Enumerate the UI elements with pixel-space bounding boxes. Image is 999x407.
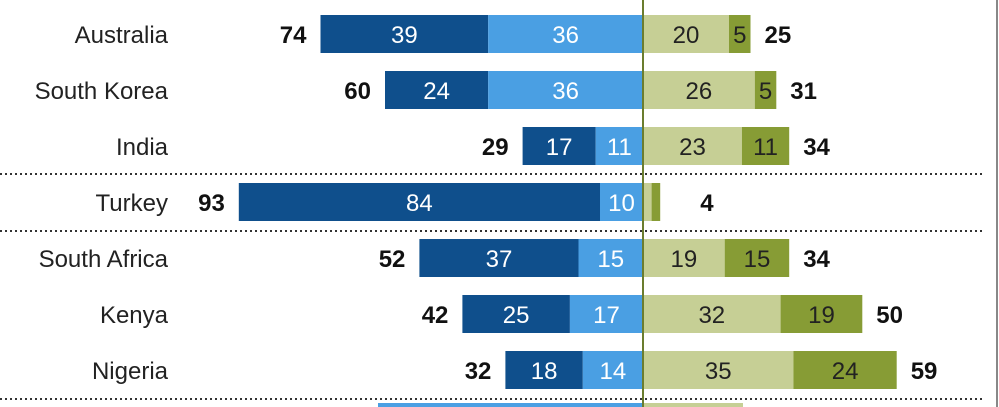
- data-label: 36: [552, 22, 579, 49]
- data-label: 11: [607, 134, 632, 161]
- bar-left-inner: [578, 239, 643, 277]
- left-total-label: 74: [280, 22, 307, 49]
- bar-right-inner: [643, 295, 781, 333]
- country-label: Turkey: [96, 190, 168, 217]
- bar-right-outer: [651, 183, 661, 221]
- country-label: India: [116, 134, 169, 161]
- bar-left-inner: [488, 15, 643, 53]
- bar-left-inner: [595, 127, 643, 165]
- data-label: 10: [608, 190, 635, 217]
- data-label: 18: [531, 358, 558, 385]
- bar-left-outer: [419, 239, 579, 277]
- data-label: 36: [552, 78, 579, 105]
- data-label: 32: [698, 302, 725, 329]
- left-total-label: 52: [379, 246, 406, 273]
- bar-left-inner: [569, 295, 643, 333]
- left-total-label: 42: [422, 302, 449, 329]
- bar-right-outer: [729, 15, 751, 53]
- bar-left-outer: [320, 15, 489, 53]
- bar-left-outer: [462, 295, 570, 333]
- bar-right-inner: [643, 351, 794, 389]
- data-label: 17: [593, 302, 620, 329]
- data-label: 17: [546, 134, 573, 161]
- data-label: 5: [733, 22, 746, 49]
- data-label: 35: [705, 358, 732, 385]
- right-total-label: 4: [700, 190, 714, 217]
- left-total-label: 93: [198, 190, 225, 217]
- bar-right-inner: [643, 403, 743, 407]
- country-label: Kenya: [100, 302, 169, 329]
- country-label: South Africa: [39, 246, 169, 273]
- bar-left-inner: [600, 183, 643, 221]
- data-label: 24: [832, 358, 859, 385]
- right-total-label: 34: [803, 134, 830, 161]
- bar-right-outer: [724, 239, 790, 277]
- bar-right-outer: [741, 127, 790, 165]
- data-label: 23: [679, 134, 706, 161]
- bar-left-outer: [238, 183, 601, 221]
- bar-right-inner: [643, 239, 725, 277]
- bar-left-inner: [488, 71, 643, 109]
- data-label: 11: [753, 134, 778, 161]
- data-label: 19: [670, 246, 697, 273]
- right-total-label: 59: [911, 358, 938, 385]
- data-label: 14: [600, 358, 627, 385]
- data-label: 39: [391, 22, 418, 49]
- country-label: South Korea: [35, 78, 169, 105]
- data-label: 24: [423, 78, 450, 105]
- bar-right-outer: [754, 71, 777, 109]
- bar-right-outer: [780, 295, 863, 333]
- data-label: 5: [759, 78, 772, 105]
- bar-left-outer: [505, 351, 583, 389]
- bar-right-inner: [643, 183, 652, 221]
- bar-left-inner: [582, 351, 643, 389]
- bar-right-inner: [643, 71, 755, 109]
- right-total-label: 31: [790, 78, 817, 105]
- data-label: 20: [673, 22, 700, 49]
- bar-right-inner: [643, 127, 742, 165]
- bar-left-inner: [378, 403, 643, 407]
- left-total-label: 29: [482, 134, 509, 161]
- left-total-label: 60: [344, 78, 371, 105]
- data-label: 25: [503, 302, 530, 329]
- country-label: Australia: [75, 22, 169, 49]
- data-label: 26: [686, 78, 713, 105]
- right-total-label: 50: [876, 302, 903, 329]
- data-label: 15: [744, 246, 771, 273]
- bar-left-outer: [522, 127, 596, 165]
- data-label: 19: [808, 302, 835, 329]
- data-label: 84: [406, 190, 433, 217]
- right-total-label: 34: [803, 246, 830, 273]
- bar-right-inner: [643, 15, 729, 53]
- left-total-label: 32: [465, 358, 492, 385]
- data-label: 37: [486, 246, 513, 273]
- data-label: 15: [597, 246, 624, 273]
- bar-right-outer: [793, 351, 897, 389]
- country-label: Nigeria: [92, 358, 169, 385]
- bar-left-outer: [385, 71, 489, 109]
- right-total-label: 25: [765, 22, 792, 49]
